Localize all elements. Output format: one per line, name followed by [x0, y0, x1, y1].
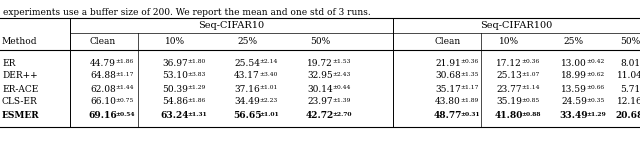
Text: ±1.29: ±1.29 — [188, 85, 205, 90]
Text: 36.97: 36.97 — [162, 58, 188, 67]
Text: 12.16: 12.16 — [617, 98, 640, 106]
Text: ±2.23: ±2.23 — [259, 98, 278, 103]
Text: Method: Method — [2, 37, 38, 45]
Text: ±1.17: ±1.17 — [460, 85, 479, 90]
Text: ±0.31: ±0.31 — [460, 112, 480, 117]
Text: ±0.36: ±0.36 — [460, 59, 479, 64]
Text: 11.04: 11.04 — [617, 72, 640, 80]
Text: 41.80: 41.80 — [495, 111, 523, 120]
Text: 20.68: 20.68 — [616, 111, 640, 120]
Text: ±1.01: ±1.01 — [259, 85, 278, 90]
Text: 24.59: 24.59 — [561, 98, 587, 106]
Text: experiments use a buffer size of 200. We report the mean and one std of 3 runs.: experiments use a buffer size of 200. We… — [3, 8, 371, 17]
Text: 44.79: 44.79 — [90, 58, 116, 67]
Text: ±1.31: ±1.31 — [188, 112, 207, 117]
Text: 54.86: 54.86 — [162, 98, 188, 106]
Text: ±0.62: ±0.62 — [586, 72, 604, 77]
Text: ±1.86: ±1.86 — [115, 59, 134, 64]
Text: 56.65: 56.65 — [233, 111, 261, 120]
Text: ±0.88: ±0.88 — [522, 112, 541, 117]
Text: Clean: Clean — [435, 37, 461, 45]
Text: 35.17: 35.17 — [435, 85, 461, 93]
Text: 48.77: 48.77 — [434, 111, 462, 120]
Text: ±1.35: ±1.35 — [460, 72, 479, 77]
Text: 25%: 25% — [237, 37, 257, 45]
Text: Clean: Clean — [90, 37, 116, 45]
Text: ±2.70: ±2.70 — [332, 112, 352, 117]
Text: ±1.44: ±1.44 — [115, 85, 134, 90]
Text: 43.17: 43.17 — [234, 72, 260, 80]
Text: 43.80: 43.80 — [435, 98, 461, 106]
Text: ER-ACE: ER-ACE — [2, 85, 38, 93]
Text: ±1.14: ±1.14 — [522, 85, 540, 90]
Text: 25%: 25% — [564, 37, 584, 45]
Text: Seq-CIFAR10: Seq-CIFAR10 — [198, 21, 264, 31]
Text: 34.49: 34.49 — [234, 98, 260, 106]
Text: 50%: 50% — [310, 37, 330, 45]
Text: 30.68: 30.68 — [435, 72, 461, 80]
Text: ±0.85: ±0.85 — [522, 98, 540, 103]
Text: ±1.53: ±1.53 — [332, 59, 351, 64]
Text: 17.12: 17.12 — [496, 58, 522, 67]
Text: 64.88: 64.88 — [90, 72, 116, 80]
Text: 32.95: 32.95 — [307, 72, 333, 80]
Text: DER++: DER++ — [2, 72, 38, 80]
Text: 21.91: 21.91 — [435, 58, 461, 67]
Text: ±1.01: ±1.01 — [259, 112, 279, 117]
Text: ±1.39: ±1.39 — [332, 98, 351, 103]
Text: ±3.40: ±3.40 — [259, 72, 278, 77]
Text: ±3.83: ±3.83 — [188, 72, 205, 77]
Text: ±1.89: ±1.89 — [460, 98, 479, 103]
Text: 66.10: 66.10 — [90, 98, 116, 106]
Text: ±1.17: ±1.17 — [115, 72, 134, 77]
Text: CLS-ER: CLS-ER — [2, 98, 38, 106]
Text: 23.77: 23.77 — [496, 85, 522, 93]
Text: ±1.07: ±1.07 — [522, 72, 540, 77]
Text: 23.97: 23.97 — [307, 98, 333, 106]
Text: 69.16: 69.16 — [88, 111, 117, 120]
Text: 35.19: 35.19 — [496, 98, 522, 106]
Text: 5.71: 5.71 — [620, 85, 640, 93]
Text: ±0.54: ±0.54 — [115, 112, 135, 117]
Text: 37.16: 37.16 — [234, 85, 260, 93]
Text: 62.08: 62.08 — [90, 85, 116, 93]
Text: ±0.66: ±0.66 — [586, 85, 604, 90]
Text: 30.14: 30.14 — [307, 85, 333, 93]
Text: 50%: 50% — [620, 37, 640, 45]
Text: 42.72: 42.72 — [306, 111, 334, 120]
Text: 53.10: 53.10 — [162, 72, 188, 80]
Text: ±0.75: ±0.75 — [115, 98, 134, 103]
Text: 25.54: 25.54 — [234, 58, 260, 67]
Text: ±0.44: ±0.44 — [332, 85, 351, 90]
Text: 63.24: 63.24 — [161, 111, 189, 120]
Text: ER: ER — [2, 58, 15, 67]
Text: ±2.14: ±2.14 — [259, 59, 278, 64]
Text: 13.00: 13.00 — [561, 58, 587, 67]
Text: 10%: 10% — [165, 37, 185, 45]
Text: ±2.43: ±2.43 — [332, 72, 351, 77]
Text: ±0.36: ±0.36 — [522, 59, 540, 64]
Text: Seq-CIFAR100: Seq-CIFAR100 — [481, 21, 552, 31]
Text: ESMER: ESMER — [2, 111, 40, 120]
Text: 33.49: 33.49 — [560, 111, 588, 120]
Text: ±1.29: ±1.29 — [586, 112, 606, 117]
Text: 10%: 10% — [499, 37, 519, 45]
Text: 18.99: 18.99 — [561, 72, 587, 80]
Text: 8.01: 8.01 — [620, 58, 640, 67]
Text: 50.39: 50.39 — [162, 85, 188, 93]
Text: ±0.35: ±0.35 — [586, 98, 605, 103]
Text: ±1.80: ±1.80 — [188, 59, 205, 64]
Text: 19.72: 19.72 — [307, 58, 333, 67]
Text: ±1.86: ±1.86 — [188, 98, 205, 103]
Text: 13.59: 13.59 — [561, 85, 587, 93]
Text: ±0.42: ±0.42 — [586, 59, 605, 64]
Text: 25.13: 25.13 — [496, 72, 522, 80]
